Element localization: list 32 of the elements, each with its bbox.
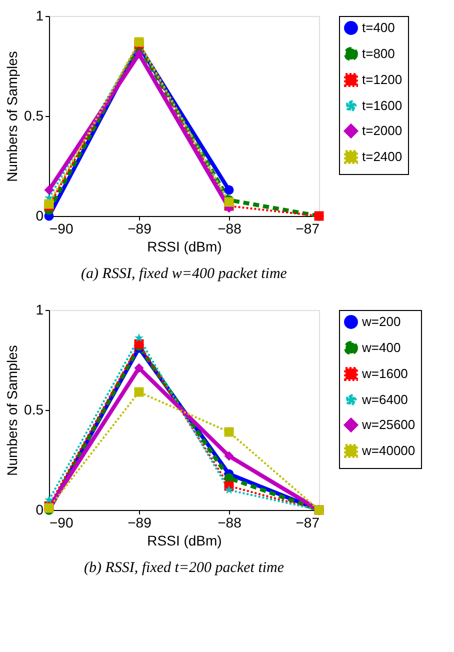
y-tick-label: 0.5: [24, 108, 44, 124]
y-tick-label: 1: [36, 302, 44, 318]
legend-label: w=1600: [361, 366, 408, 381]
x-axis-title: RSSI (dBm): [147, 532, 222, 548]
legend-label: t=2400: [362, 149, 402, 164]
legend-label: t=1600: [362, 98, 402, 113]
y-tick-label: 0.5: [24, 402, 44, 418]
text: (a) RSSI, fixed w=400 packet time: [81, 266, 288, 282]
y-axis-title: Numbers of Samples: [4, 51, 20, 182]
y-tick-label: 1: [36, 8, 44, 24]
legend-label: w=6400: [361, 392, 408, 407]
legend-label: t=800: [362, 46, 395, 61]
y-tick-label: 0: [36, 208, 44, 224]
x-axis-title: RSSI (dBm): [147, 238, 222, 254]
legend-label: w=40000: [361, 443, 416, 458]
x-tick-label: −88: [218, 220, 242, 236]
x-tick-label: −87: [296, 220, 320, 236]
legend-label: t=1200: [362, 72, 402, 87]
x-tick-label: −90: [50, 220, 74, 236]
x-tick-label: −88: [218, 514, 242, 530]
x-tick-label: −89: [128, 514, 152, 530]
x-tick-label: −87: [296, 514, 320, 530]
legend-label: t=2000: [362, 123, 402, 138]
y-tick-label: 0: [36, 502, 44, 518]
legend-label: w=400: [361, 340, 401, 355]
text: (b) RSSI, fixed t=200 packet time: [84, 560, 284, 576]
y-axis-title: Numbers of Samples: [4, 345, 20, 476]
x-tick-label: −90: [50, 514, 74, 530]
legend-label: w=200: [361, 314, 401, 329]
legend-label: t=400: [362, 20, 395, 35]
legend-label: w=25600: [361, 417, 416, 432]
x-tick-label: −89: [128, 220, 152, 236]
